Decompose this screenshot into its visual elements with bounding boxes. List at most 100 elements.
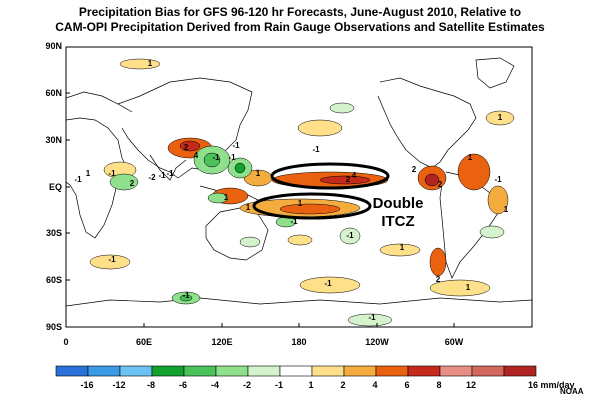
coast-greenland: [475, 57, 515, 89]
contour-label: -1: [290, 217, 298, 226]
noaa-credit: NOAA: [560, 387, 584, 396]
colorbar-label: -1: [274, 380, 283, 390]
contour-label: -1: [232, 141, 240, 150]
lat-label-60n: 60N: [45, 88, 62, 98]
dry-maritime: [207, 192, 229, 204]
contour-label: 2: [436, 275, 441, 284]
lon-label-0: 0: [63, 337, 69, 347]
coast-north-america: [377, 77, 477, 169]
coast-europe-north: [66, 91, 133, 113]
lon-label-60w: 60W: [444, 337, 464, 347]
contour-label: 1: [400, 243, 405, 252]
contour-label: -1: [108, 169, 116, 178]
wet-atlantic-south: [487, 185, 509, 215]
colorbar-label: 8: [436, 380, 442, 390]
contour-label: 1: [298, 199, 303, 208]
dry-bias-regions: [109, 102, 505, 327]
lon-label-60e: 60E: [135, 337, 152, 347]
contour-label: -1: [324, 279, 332, 288]
contour-label: 2: [412, 165, 417, 174]
wet-arctic: [119, 58, 161, 70]
coast-africa-europe: [66, 117, 129, 239]
contour-label: -1: [158, 171, 166, 180]
contour-label: -1: [108, 255, 116, 264]
wet-north-pacific: [297, 119, 343, 137]
chart-title: Precipitation Bias for GFS 96-120 hr For…: [0, 5, 600, 35]
dry-bay-of-bengal-core: [203, 152, 221, 168]
wet-itcz-south-core: [279, 203, 341, 215]
colorbar-swatch: [87, 365, 121, 377]
colorbar-label: -6: [178, 380, 187, 390]
contour-label: 1: [504, 205, 509, 214]
contour-label: -1: [346, 231, 354, 240]
dry-atlantic-south: [479, 225, 505, 239]
wet-southern-ocean-1: [299, 276, 361, 294]
colorbar-label: -2: [242, 380, 251, 390]
itcz-highlight-south: [252, 192, 372, 220]
dry-north-pacific: [329, 102, 355, 114]
colorbar-swatch: [375, 365, 409, 377]
colorbar-label: 1: [308, 380, 314, 390]
colorbar-label: -12: [112, 380, 126, 390]
colorbar-swatch: [183, 365, 217, 377]
colorbar-swatch: [343, 365, 377, 377]
contour-label: -1: [182, 291, 190, 300]
title-line-1: Precipitation Bias for GFS 96-120 hr For…: [78, 5, 522, 19]
lat-label-60s: 60S: [45, 275, 62, 285]
colorbar-swatch: [471, 365, 505, 377]
dry-south-china-core: [234, 162, 246, 174]
wet-north-atlantic: [485, 110, 515, 126]
contour-label: -1: [212, 153, 220, 162]
colorbar-label: -16: [80, 380, 94, 390]
colorbar-label: -8: [146, 380, 155, 390]
dry-africa: [109, 173, 139, 191]
wet-tibet-core: [179, 140, 201, 152]
lon-label-120w: 120W: [365, 337, 389, 347]
title-line-2: CAM-OPI Precipitation Derived from Rain …: [55, 20, 545, 34]
lat-label-eq: EQ: [48, 182, 62, 192]
dry-south-pacific: [339, 227, 361, 245]
dry-southern-indian-core: [179, 294, 193, 302]
coast-india: [149, 154, 187, 181]
contour-label: 2: [130, 179, 135, 188]
colorbar-swatch: [151, 365, 185, 377]
colorbar-swatch: [119, 365, 153, 377]
dry-southern-ocean: [347, 313, 393, 327]
wet-south-indian: [89, 254, 131, 270]
contour-label: 1: [468, 153, 473, 162]
annotation-double: Double: [373, 195, 424, 212]
wet-east-pacific: [379, 243, 421, 257]
contour-label: 2: [346, 175, 351, 184]
dry-indian-south: [239, 236, 261, 248]
wet-itcz-north-core: [319, 175, 371, 185]
wet-central-america-core: [424, 173, 440, 187]
lat-label-90s: 90S: [45, 322, 62, 332]
contour-label: -1: [312, 145, 320, 154]
contour-label: -2: [148, 173, 156, 182]
contour-label: -1: [368, 313, 376, 322]
colorbar-swatch: [311, 365, 345, 377]
itcz-highlights: [252, 162, 390, 220]
coast-antarctica: [66, 297, 532, 307]
wet-south-atlantic: [429, 247, 447, 277]
contour-label: 1: [498, 113, 503, 122]
colorbar-label-units: 16 mm/day: [528, 380, 575, 390]
colorbar-label: -4: [210, 380, 219, 390]
contour-label: 1: [246, 203, 251, 212]
contour-label: -1: [74, 175, 82, 184]
axis-ticks: [66, 92, 455, 327]
coast-australia: [205, 207, 269, 261]
colorbar-label: 12: [465, 380, 476, 390]
wet-south-pacific: [287, 234, 313, 246]
contour-label: 1: [148, 59, 153, 68]
contour-label: 1: [224, 193, 229, 202]
colorbar-swatch: [247, 365, 281, 377]
colorbar-swatch: [407, 365, 441, 377]
colorbar-label: 2: [340, 380, 346, 390]
lat-label-30n: 30N: [45, 135, 62, 145]
lat-label-90n: 90N: [45, 41, 62, 51]
lon-label-180: 180: [291, 337, 307, 347]
contour-label: 2: [184, 143, 189, 152]
colorbar-swatch: [215, 365, 249, 377]
